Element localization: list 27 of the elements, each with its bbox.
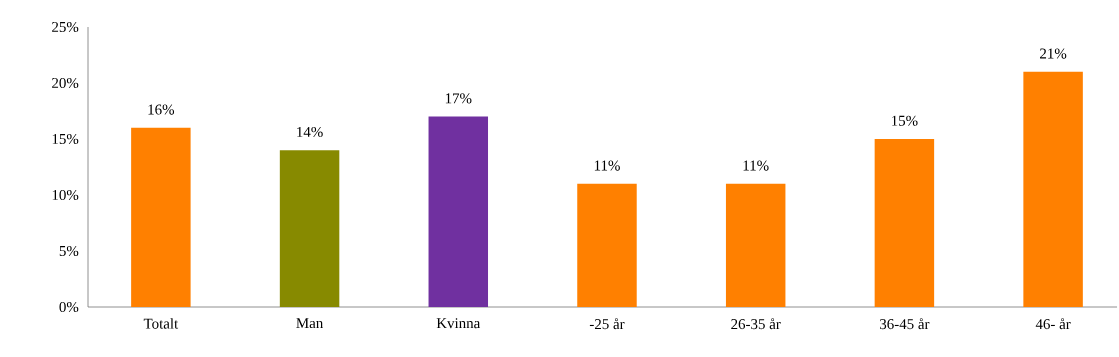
y-tick-label: 5% (59, 245, 79, 257)
data-label: 14% (297, 126, 323, 138)
data-label: 11% (743, 160, 769, 171)
y-tick-label: 20% (52, 77, 79, 89)
y-tick-label: 10% (52, 189, 79, 201)
data-label: 16% (148, 104, 175, 115)
data-label: 15% (892, 115, 918, 126)
bar (874, 139, 935, 307)
bar (428, 116, 489, 307)
bar (577, 183, 637, 307)
x-tick-label: 36-45 år (880, 318, 930, 330)
y-tick-label: 0% (59, 301, 79, 313)
bar (725, 183, 786, 307)
x-tick-label: 46- år (1035, 318, 1071, 330)
y-tick-label: 15% (52, 133, 79, 145)
x-tick-label: -25 år (589, 318, 625, 330)
y-tick-label: 25% (52, 21, 79, 33)
bar (131, 127, 191, 307)
bar (1023, 71, 1083, 307)
x-tick-label: Man (296, 318, 324, 329)
data-label: 17% (445, 93, 472, 104)
data-label: 11% (594, 160, 620, 171)
data-label: 21% (1040, 48, 1067, 59)
x-tick-label: 26-35 år (731, 318, 781, 330)
x-tick-label: Kvinna (436, 318, 481, 329)
x-tick-label: Totalt (143, 318, 179, 329)
bar (279, 150, 340, 307)
